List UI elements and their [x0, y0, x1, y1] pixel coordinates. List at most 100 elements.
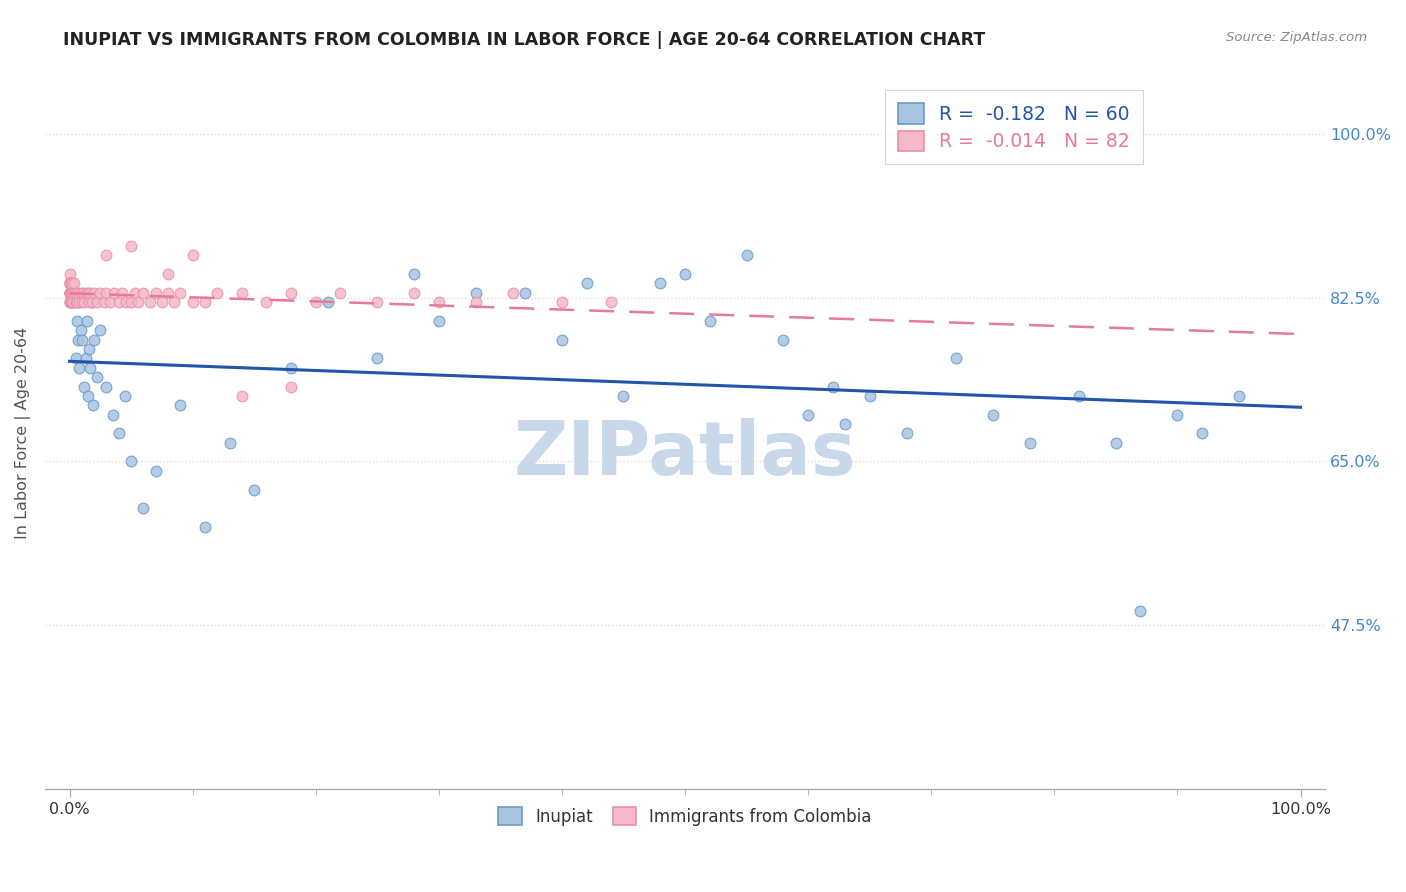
Point — [156, 285, 179, 300]
Point — [896, 426, 918, 441]
Point — [699, 314, 721, 328]
Point — [366, 295, 388, 310]
Point — [107, 426, 129, 441]
Point — [464, 295, 486, 310]
Point — [194, 520, 217, 534]
Point — [96, 248, 118, 262]
Point — [551, 333, 574, 347]
Point — [82, 398, 104, 412]
Point — [58, 285, 80, 300]
Point — [77, 285, 100, 300]
Point — [59, 277, 82, 291]
Point — [86, 370, 108, 384]
Point — [305, 295, 328, 310]
Point — [69, 285, 91, 300]
Point — [58, 285, 80, 300]
Point — [120, 239, 142, 253]
Point — [93, 295, 115, 310]
Point — [58, 295, 80, 310]
Point — [124, 285, 146, 300]
Point — [612, 389, 634, 403]
Point — [735, 248, 758, 262]
Point — [69, 323, 91, 337]
Point — [73, 295, 96, 310]
Point — [83, 285, 105, 300]
Point — [150, 295, 173, 310]
Point — [86, 295, 108, 310]
Point — [70, 295, 93, 310]
Point — [63, 285, 86, 300]
Point — [1227, 389, 1250, 403]
Point — [98, 295, 121, 310]
Point — [169, 285, 191, 300]
Point — [75, 285, 97, 300]
Point — [772, 333, 794, 347]
Point — [1105, 435, 1128, 450]
Point — [58, 277, 80, 291]
Point — [62, 295, 84, 310]
Point — [207, 285, 229, 300]
Point — [132, 501, 155, 516]
Point — [427, 295, 450, 310]
Point — [77, 389, 100, 403]
Point — [132, 285, 155, 300]
Point — [59, 295, 82, 310]
Point — [79, 360, 101, 375]
Point — [62, 285, 84, 300]
Point — [65, 295, 87, 310]
Y-axis label: In Labor Force | Age 20-64: In Labor Force | Age 20-64 — [15, 327, 31, 540]
Point — [67, 295, 90, 310]
Point — [77, 342, 100, 356]
Point — [551, 295, 574, 310]
Text: Source: ZipAtlas.com: Source: ZipAtlas.com — [1226, 31, 1367, 45]
Point — [96, 379, 118, 393]
Point — [73, 379, 96, 393]
Point — [77, 295, 100, 310]
Point — [1018, 435, 1040, 450]
Point — [1067, 389, 1090, 403]
Point — [138, 295, 160, 310]
Point — [67, 360, 90, 375]
Point — [821, 379, 844, 393]
Point — [58, 277, 80, 291]
Point — [280, 285, 302, 300]
Legend: Inupiat, Immigrants from Colombia: Inupiat, Immigrants from Colombia — [491, 799, 880, 834]
Point — [107, 295, 129, 310]
Point — [513, 285, 536, 300]
Point — [316, 295, 339, 310]
Point — [58, 277, 80, 291]
Point — [797, 408, 820, 422]
Point — [60, 277, 83, 291]
Point — [111, 285, 134, 300]
Point — [1166, 408, 1188, 422]
Point — [859, 389, 882, 403]
Point — [89, 323, 111, 337]
Point — [181, 295, 204, 310]
Point — [66, 295, 89, 310]
Point — [834, 417, 856, 431]
Text: ZIPatlas: ZIPatlas — [513, 418, 856, 491]
Point — [83, 333, 105, 347]
Point — [62, 295, 84, 310]
Point — [404, 267, 426, 281]
Point — [60, 285, 83, 300]
Point — [58, 285, 80, 300]
Point — [218, 435, 240, 450]
Point — [231, 285, 253, 300]
Point — [145, 464, 167, 478]
Point — [58, 285, 80, 300]
Point — [103, 285, 125, 300]
Point — [464, 285, 486, 300]
Point — [58, 295, 80, 310]
Point — [115, 295, 138, 310]
Point — [80, 295, 103, 310]
Point — [58, 267, 80, 281]
Point — [127, 295, 149, 310]
Point — [67, 333, 90, 347]
Point — [58, 277, 80, 291]
Point — [427, 314, 450, 328]
Point — [156, 267, 179, 281]
Point — [59, 285, 82, 300]
Point — [72, 285, 94, 300]
Point — [650, 277, 672, 291]
